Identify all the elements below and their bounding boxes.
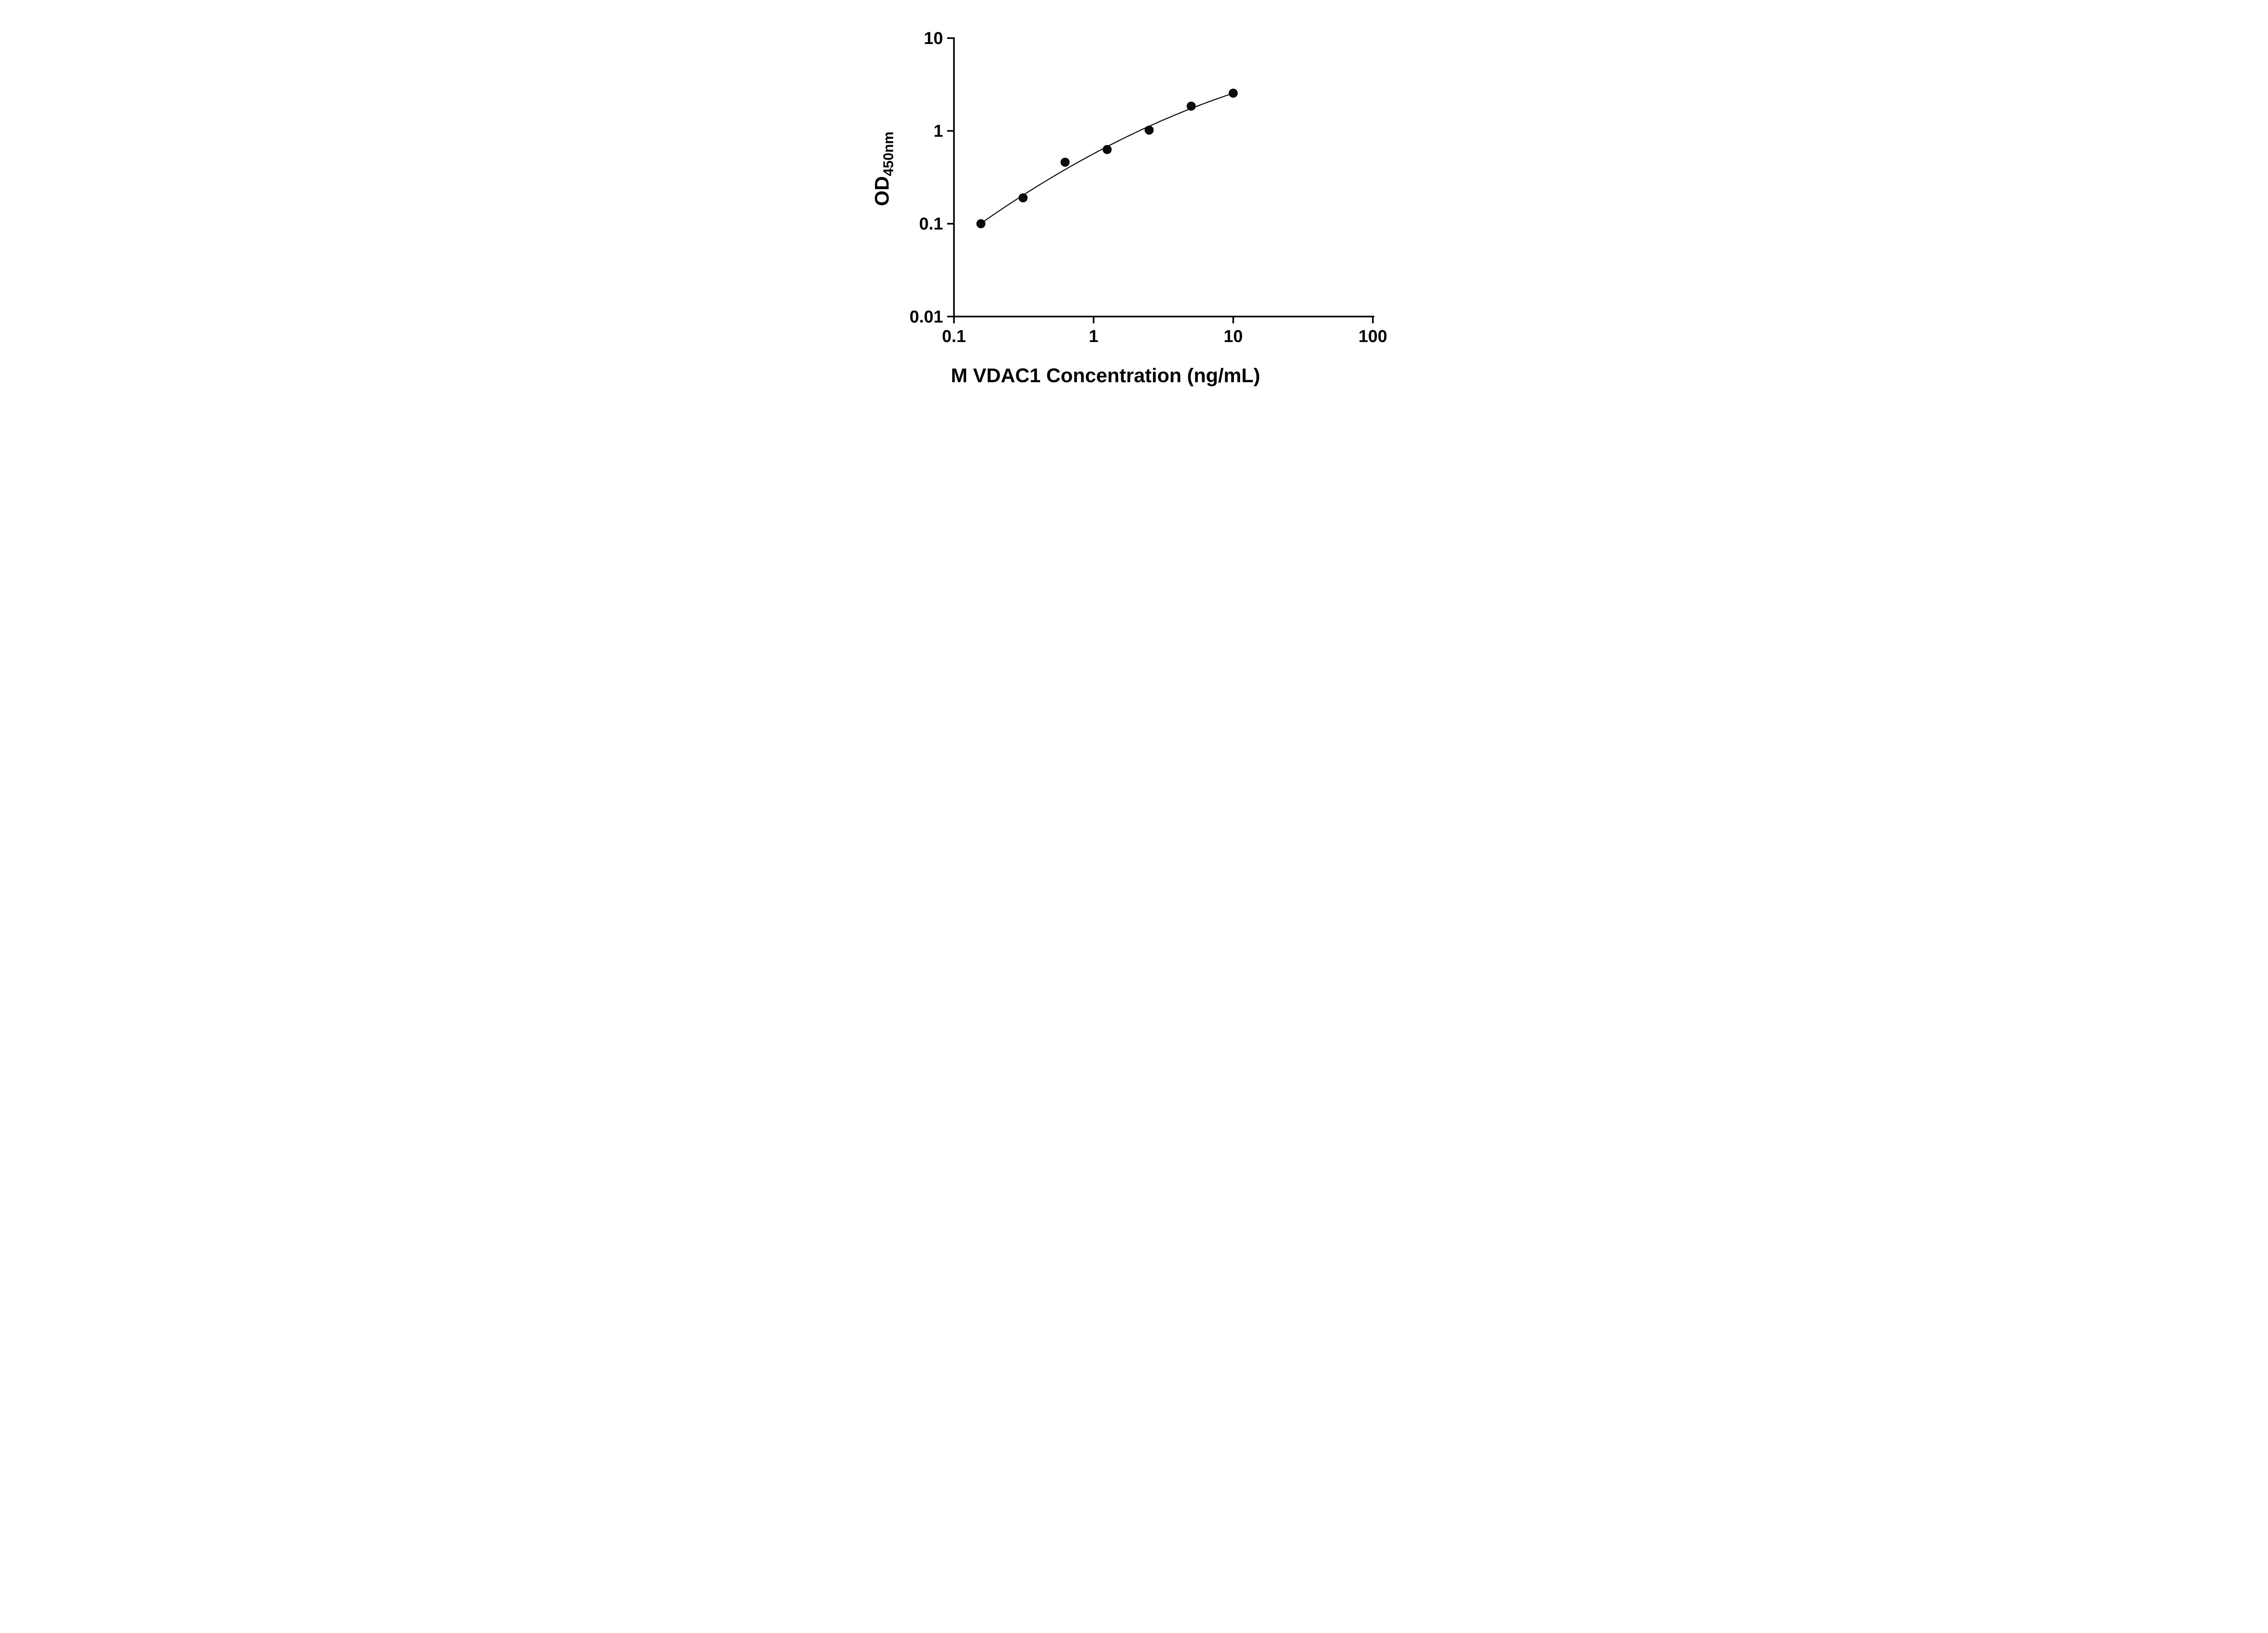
y-axis-title: OD450nm [871,132,896,206]
x-axis-title: M VDAC1 Concentration (ng/mL) [951,364,1260,386]
data-point [1187,101,1196,111]
standard-curve-figure: 0.1 1 10 100 0.01 0.1 1 10 M VDAC1 Concentratio… [842,0,1426,409]
fit-curve [980,93,1234,224]
data-point [1144,125,1154,135]
y-axis-title-main: OD [871,176,893,206]
y-tick-label: 1 [934,122,943,141]
x-tick-label: 100 [1359,327,1387,346]
data-point [1018,193,1028,203]
y-tick-label: 10 [924,29,943,48]
x-tick-label: 10 [1224,327,1243,346]
data-point [1228,88,1238,98]
data-point [1061,157,1070,167]
x-tick-label: 0.1 [942,327,966,346]
y-tick-label: 0.1 [919,215,943,234]
y-axis-title-sub: 450nm [880,132,896,176]
x-tick-label: 1 [1089,327,1098,346]
data-point [976,219,986,229]
y-tick-label: 0.01 [909,308,943,327]
data-point [1102,145,1112,154]
